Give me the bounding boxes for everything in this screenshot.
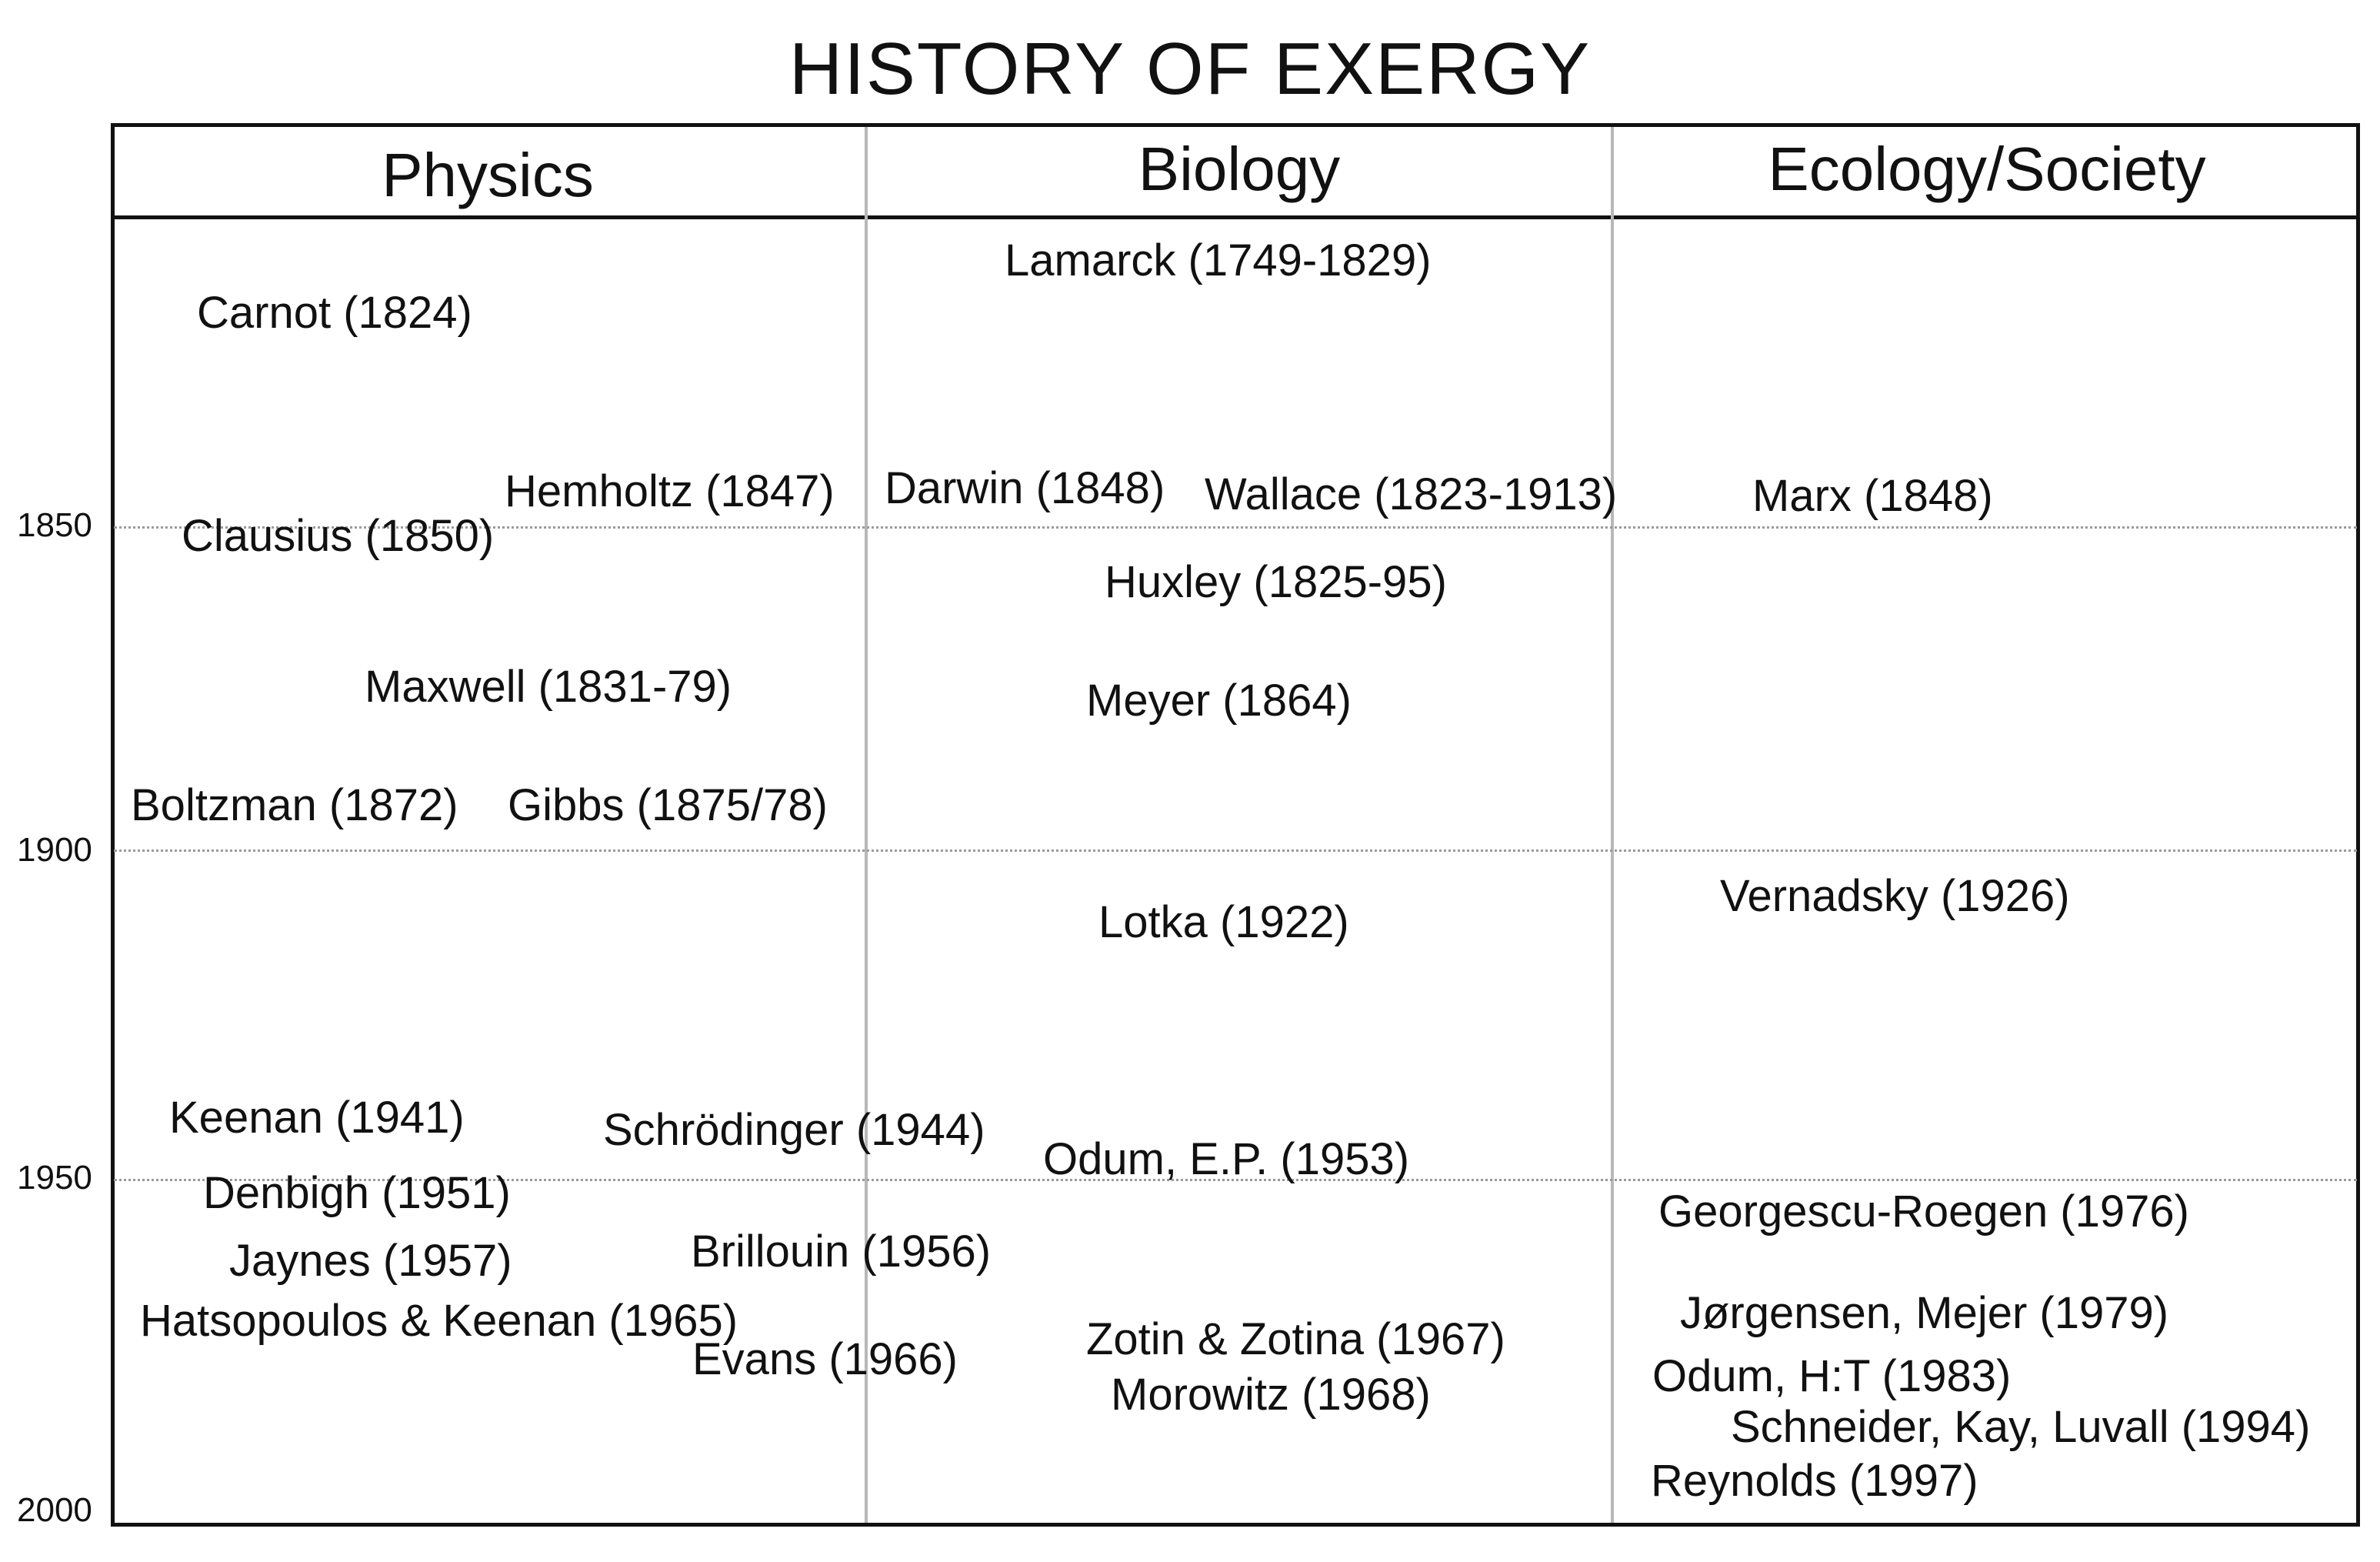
entry-reynolds: Reynolds (1997)	[1651, 1456, 1978, 1506]
entry-marx: Marx (1848)	[1752, 471, 1993, 521]
year-gridline-1950	[114, 1179, 2357, 1181]
entry-maxwell: Maxwell (1831-79)	[365, 662, 732, 712]
entry-lamarck: Lamarck (1749-1829)	[1005, 235, 1432, 285]
column-header-physics: Physics	[382, 141, 594, 209]
year-gridline-1850	[114, 526, 2357, 529]
column-divider-biology-ecology	[1611, 127, 1614, 1523]
entry-evans: Evans (1966)	[692, 1334, 958, 1384]
entry-darwin: Darwin (1848)	[885, 463, 1165, 513]
entry-meyer: Meyer (1864)	[1086, 676, 1352, 726]
entry-morowitz: Morowitz (1968)	[1111, 1370, 1431, 1420]
entry-zotin-zotina: Zotin & Zotina (1967)	[1086, 1314, 1505, 1364]
entry-huxley: Huxley (1825-95)	[1105, 557, 1447, 607]
entry-hemholtz: Hemholtz (1847)	[505, 466, 835, 516]
year-label-1850: 1850	[17, 506, 92, 544]
year-gridline-1900	[114, 849, 2357, 852]
timeline-frame	[111, 123, 2360, 1527]
entry-georgescu-roegen: Georgescu-Roegen (1976)	[1658, 1187, 2189, 1237]
year-label-2000: 2000	[17, 1491, 92, 1529]
entry-jorgensen-mejer: Jørgensen, Mejer (1979)	[1680, 1288, 2169, 1338]
column-header-biology: Biology	[1138, 135, 1341, 203]
entry-jaynes: Jaynes (1957)	[229, 1236, 512, 1286]
entry-hatsopoulos-keenan: Hatsopoulos & Keenan (1965)	[140, 1296, 738, 1346]
column-header-ecology-society: Ecology/Society	[1768, 135, 2206, 203]
entry-schneider-kay-luvall: Schneider, Kay, Luvall (1994)	[1731, 1402, 2311, 1452]
entry-gibbs: Gibbs (1875/78)	[508, 780, 828, 830]
header-divider-line	[111, 215, 2360, 219]
entry-clausius: Clausius (1850)	[182, 511, 495, 561]
entry-carnot: Carnot (1824)	[197, 288, 472, 338]
entry-lotka: Lotka (1922)	[1098, 897, 1349, 947]
year-label-1900: 1900	[17, 831, 92, 869]
entry-schrodinger: Schrödinger (1944)	[603, 1105, 985, 1155]
entry-boltzman: Boltzman (1872)	[131, 780, 458, 830]
entry-vernadsky: Vernadsky (1926)	[1720, 871, 2070, 921]
entry-odum-ht: Odum, H:T (1983)	[1652, 1351, 2012, 1401]
entry-denbigh: Denbigh (1951)	[203, 1168, 511, 1218]
entry-odum-ep: Odum, E.P. (1953)	[1043, 1134, 1410, 1184]
entry-keenan: Keenan (1941)	[169, 1093, 465, 1143]
year-label-1950: 1950	[17, 1159, 92, 1197]
entry-wallace: Wallace (1823-1913)	[1205, 469, 1618, 519]
diagram-title: HISTORY OF EXERGY	[788, 28, 1592, 110]
entry-brillouin: Brillouin (1956)	[691, 1227, 992, 1277]
column-divider-physics-biology	[865, 127, 868, 1523]
